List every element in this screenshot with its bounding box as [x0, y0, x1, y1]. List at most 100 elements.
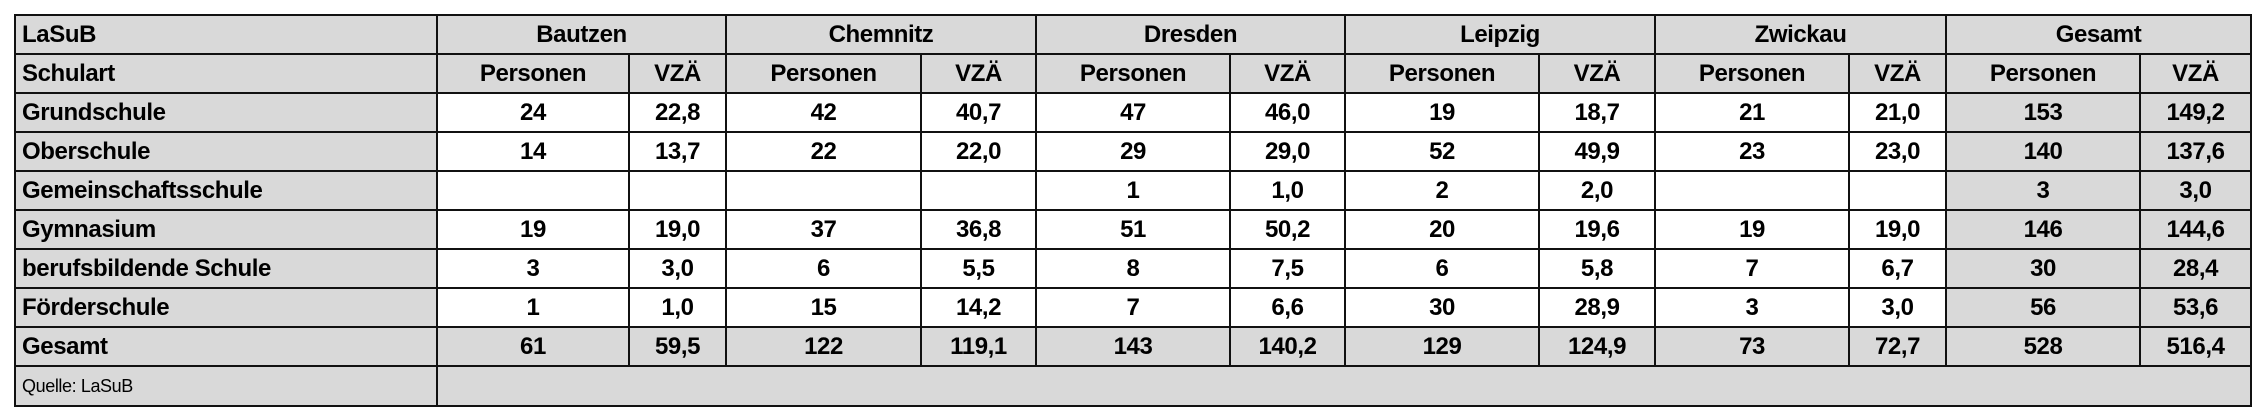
table-cell: 28,9: [1538, 287, 1657, 328]
table-cell: 1,0: [627, 287, 728, 328]
table-cell: 3,0: [2139, 170, 2253, 211]
table-cell: 149,2: [2139, 92, 2253, 133]
sub-header-vza: VZÄ: [2139, 53, 2253, 94]
region-header: Leipzig: [1344, 14, 1657, 55]
table-cell: 7: [1654, 248, 1851, 289]
table-cell: 50,2: [1229, 209, 1347, 250]
row-label: Förderschule: [14, 287, 438, 328]
table-cell: 19,0: [1848, 209, 1948, 250]
table-cell: 1: [436, 287, 630, 328]
sub-header-personen: Personen: [1035, 53, 1232, 94]
source-note: Quelle: LaSuB: [14, 365, 438, 407]
sub-header-vza: VZÄ: [920, 53, 1038, 94]
table-cell: 19,6: [1538, 209, 1657, 250]
table-cell: 22: [725, 131, 923, 172]
region-header: Dresden: [1035, 14, 1347, 55]
table-cell: 53,6: [2139, 287, 2253, 328]
sub-header-row: Schulart Personen VZÄ Personen VZÄ Personen V…: [14, 53, 2253, 94]
table-row: Förderschule 1 1,0 15 14,2 7 6,6 30 28,9 3 3,0 56 53…: [14, 287, 2253, 328]
total-cell: 528: [1945, 326, 2142, 367]
row-label: Grundschule: [14, 92, 438, 133]
total-cell: 143: [1035, 326, 1232, 367]
table-cell: 6,6: [1229, 287, 1347, 328]
region-header: Zwickau: [1654, 14, 1948, 55]
total-row: Gesamt 61 59,5 122 119,1 143 140,2 129 124,9 73 72…: [14, 326, 2253, 367]
table-cell: 1,0: [1229, 170, 1347, 211]
table-cell: 30: [1344, 287, 1541, 328]
table-cell: 14,2: [920, 287, 1038, 328]
sub-header-personen: Personen: [1654, 53, 1851, 94]
total-cell: 72,7: [1848, 326, 1948, 367]
table-cell: 36,8: [920, 209, 1038, 250]
table-cell: 3,0: [1848, 287, 1948, 328]
table-cell: 140: [1945, 131, 2142, 172]
region-header: Gesamt: [1945, 14, 2253, 55]
row-label: berufsbildende Schule: [14, 248, 438, 289]
row-header-label: Schulart: [14, 53, 438, 94]
table-cell: 8: [1035, 248, 1232, 289]
table-row: Grundschule 24 22,8 42 40,7 47 46,0 19 18,7 21 21,…: [14, 92, 2253, 133]
table-cell: 19: [436, 209, 630, 250]
table-cell: 2,0: [1538, 170, 1657, 211]
table-cell: [1654, 170, 1851, 211]
table-cell: 22,8: [627, 92, 728, 133]
table-cell: 20: [1344, 209, 1541, 250]
sub-header-personen: Personen: [725, 53, 923, 94]
total-cell: 61: [436, 326, 630, 367]
table-cell: 5,8: [1538, 248, 1657, 289]
table-cell: 40,7: [920, 92, 1038, 133]
total-label: Gesamt: [14, 326, 438, 367]
table-cell: 52: [1344, 131, 1541, 172]
source-row: Quelle: LaSuB: [14, 365, 2253, 407]
region-header: Chemnitz: [725, 14, 1038, 55]
staff-table: LaSuB Bautzen Chemnitz Dresden Leipzig Z…: [14, 14, 2253, 407]
total-cell: 122: [725, 326, 923, 367]
table-cell: 3: [436, 248, 630, 289]
table-cell: 21: [1654, 92, 1851, 133]
table-cell: [436, 170, 630, 211]
table-cell: 23,0: [1848, 131, 1948, 172]
table-row: berufsbildende Schule 3 3,0 6 5,5 8 7,5 6 5,8 7 6,…: [14, 248, 2253, 289]
table-cell: [1848, 170, 1948, 211]
row-label: Oberschule: [14, 131, 438, 172]
table-cell: 3: [1945, 170, 2142, 211]
table-cell: 153: [1945, 92, 2142, 133]
table-cell: 13,7: [627, 131, 728, 172]
total-cell: 59,5: [627, 326, 728, 367]
total-cell: 124,9: [1538, 326, 1657, 367]
region-header-row: LaSuB Bautzen Chemnitz Dresden Leipzig Z…: [14, 14, 2253, 55]
table-cell: [627, 170, 728, 211]
table-cell: 3,0: [627, 248, 728, 289]
sub-header-personen: Personen: [436, 53, 630, 94]
table-cell: 6: [1344, 248, 1541, 289]
table-cell: 29: [1035, 131, 1232, 172]
sub-header-vza: VZÄ: [1538, 53, 1657, 94]
table-row: Gymnasium 19 19,0 37 36,8 51 50,2 20 19,6 19 19,0 1…: [14, 209, 2253, 250]
corner-label: LaSuB: [14, 14, 438, 55]
table-cell: 1: [1035, 170, 1232, 211]
table-cell: 46,0: [1229, 92, 1347, 133]
sub-header-vza: VZÄ: [627, 53, 728, 94]
total-cell: 119,1: [920, 326, 1038, 367]
table-cell: 3: [1654, 287, 1851, 328]
table-cell: 18,7: [1538, 92, 1657, 133]
table-cell: 23: [1654, 131, 1851, 172]
table-cell: [920, 170, 1038, 211]
row-label: Gymnasium: [14, 209, 438, 250]
table-cell: 47: [1035, 92, 1232, 133]
table-cell: 6,7: [1848, 248, 1948, 289]
table-cell: 42: [725, 92, 923, 133]
source-filler: [435, 365, 2253, 407]
table-cell: 15: [725, 287, 923, 328]
table-cell: 37: [725, 209, 923, 250]
total-cell: 140,2: [1229, 326, 1347, 367]
sub-header-vza: VZÄ: [1848, 53, 1948, 94]
table-cell: 7,5: [1229, 248, 1347, 289]
table-cell: 21,0: [1848, 92, 1948, 133]
sub-header-personen: Personen: [1344, 53, 1541, 94]
table-row: Gemeinschaftsschule 1 1,0 2 2,0 3 3,0: [14, 170, 2253, 211]
table-cell: 49,9: [1538, 131, 1657, 172]
table-cell: 51: [1035, 209, 1232, 250]
total-cell: 73: [1654, 326, 1851, 367]
total-cell: 129: [1344, 326, 1541, 367]
